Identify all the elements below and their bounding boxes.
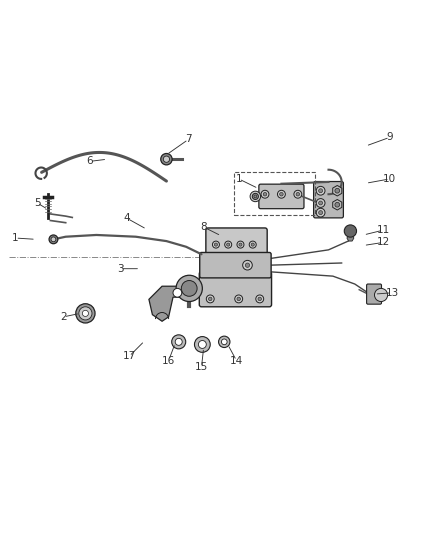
Circle shape xyxy=(198,341,206,349)
Text: 8: 8 xyxy=(200,222,207,232)
Circle shape xyxy=(335,188,339,193)
FancyBboxPatch shape xyxy=(314,182,343,218)
Text: 15: 15 xyxy=(195,362,208,372)
Circle shape xyxy=(261,190,269,198)
Circle shape xyxy=(254,195,257,198)
Bar xyxy=(234,172,315,215)
Text: 3: 3 xyxy=(117,264,124,273)
Text: 16: 16 xyxy=(162,356,175,366)
Polygon shape xyxy=(347,235,354,241)
Polygon shape xyxy=(149,286,199,321)
Text: 10: 10 xyxy=(383,174,396,184)
Circle shape xyxy=(235,295,243,303)
Circle shape xyxy=(163,156,170,163)
Circle shape xyxy=(172,335,186,349)
Circle shape xyxy=(212,241,219,248)
Circle shape xyxy=(294,190,302,198)
Text: 13: 13 xyxy=(385,288,399,298)
Circle shape xyxy=(161,154,172,165)
Text: 7: 7 xyxy=(185,134,192,144)
FancyBboxPatch shape xyxy=(259,184,304,209)
FancyBboxPatch shape xyxy=(200,253,271,278)
Circle shape xyxy=(316,208,325,217)
Circle shape xyxy=(252,193,258,199)
Text: 11: 11 xyxy=(377,225,390,235)
Circle shape xyxy=(249,241,256,248)
Circle shape xyxy=(225,241,232,248)
Circle shape xyxy=(206,295,214,303)
Circle shape xyxy=(76,304,95,323)
Circle shape xyxy=(176,275,202,302)
Circle shape xyxy=(221,339,227,345)
Circle shape xyxy=(51,237,56,242)
Text: 17: 17 xyxy=(123,351,136,361)
Circle shape xyxy=(237,241,244,248)
Circle shape xyxy=(194,336,210,352)
Circle shape xyxy=(175,338,182,345)
Text: 4: 4 xyxy=(124,213,131,223)
Text: 1: 1 xyxy=(235,174,242,184)
Circle shape xyxy=(318,211,322,215)
Text: 2: 2 xyxy=(60,312,67,322)
Text: 5: 5 xyxy=(34,198,41,208)
Circle shape xyxy=(82,310,88,317)
Circle shape xyxy=(49,235,58,244)
FancyBboxPatch shape xyxy=(367,284,381,304)
Circle shape xyxy=(258,297,261,301)
Circle shape xyxy=(245,263,250,268)
Circle shape xyxy=(214,243,218,246)
Circle shape xyxy=(219,336,230,348)
Circle shape xyxy=(374,288,388,302)
Circle shape xyxy=(316,187,325,195)
Text: 1: 1 xyxy=(12,233,19,243)
Polygon shape xyxy=(333,199,342,210)
FancyBboxPatch shape xyxy=(199,272,272,307)
Circle shape xyxy=(239,243,242,246)
Circle shape xyxy=(237,297,240,301)
Circle shape xyxy=(173,288,182,297)
Circle shape xyxy=(253,194,258,199)
Circle shape xyxy=(296,192,300,196)
Circle shape xyxy=(316,199,325,207)
Circle shape xyxy=(251,243,254,246)
Circle shape xyxy=(318,189,322,193)
Circle shape xyxy=(208,297,212,301)
Circle shape xyxy=(344,225,357,237)
Circle shape xyxy=(181,280,197,296)
Circle shape xyxy=(256,295,264,303)
Text: 14: 14 xyxy=(230,356,243,366)
Circle shape xyxy=(243,260,252,270)
Circle shape xyxy=(79,307,92,320)
Circle shape xyxy=(226,243,230,246)
Circle shape xyxy=(279,192,283,196)
Polygon shape xyxy=(333,185,342,196)
Text: 9: 9 xyxy=(386,132,393,142)
Text: 6: 6 xyxy=(86,156,93,166)
Circle shape xyxy=(263,192,267,196)
Circle shape xyxy=(335,203,339,207)
Circle shape xyxy=(318,201,322,205)
FancyBboxPatch shape xyxy=(206,228,267,261)
Circle shape xyxy=(250,191,261,201)
Circle shape xyxy=(277,190,285,198)
Text: 12: 12 xyxy=(377,237,390,247)
